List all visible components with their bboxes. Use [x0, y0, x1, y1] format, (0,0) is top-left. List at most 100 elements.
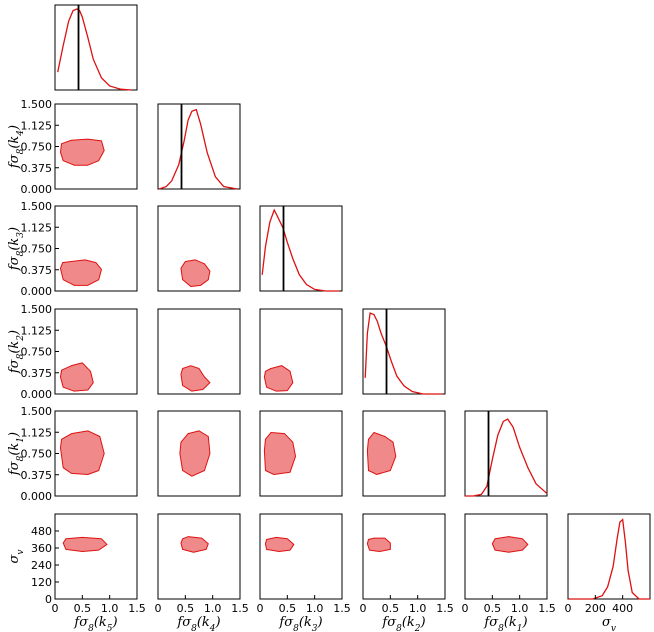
y-tick-label: 0.000 — [21, 388, 53, 401]
panel-frame — [567, 513, 651, 600]
panel-frame — [157, 410, 241, 497]
y-tick-label: 1.125 — [21, 221, 53, 234]
contour-5-0 — [62, 536, 108, 553]
panel-2-0: 0.000 0.375 0.750 1.125 1.500 — [21, 200, 138, 298]
x-tick-label: 1.0 — [204, 602, 222, 615]
y-tick-label: 120 — [31, 576, 52, 589]
panel-1-0: 0.000 0.375 0.750 1.125 1.500 — [21, 98, 138, 196]
x-axis-label-1: fσ8(k4) — [176, 615, 220, 632]
panel-5-5: 0 200 400 — [565, 513, 651, 615]
y-tick-label: 1.500 — [21, 303, 53, 316]
panel-0-0 — [54, 4, 138, 91]
x-tick-label: 0.5 — [74, 602, 92, 615]
x-tick-label: 0 — [257, 602, 264, 615]
panel-5-2: 0 0.5 1.0 1.5 — [257, 513, 351, 615]
x-tick-label: 0 — [360, 602, 367, 615]
panel-frame — [259, 410, 343, 497]
contour-5-2 — [264, 536, 295, 553]
panel-frame — [259, 205, 343, 292]
panel-frame — [259, 308, 343, 395]
y-tick-label: 0.000 — [21, 490, 53, 503]
panel-frame — [362, 410, 446, 497]
y-tick-label: 1.500 — [21, 405, 53, 418]
x-tick-label: 1.0 — [306, 602, 324, 615]
panel-4-1 — [157, 410, 241, 497]
x-tick-label: 1.5 — [538, 602, 556, 615]
contour-3-1 — [180, 365, 211, 392]
y-tick-label: 0.375 — [21, 367, 53, 380]
panel-4-3 — [362, 410, 446, 497]
y-tick-label: 1.500 — [21, 98, 53, 111]
panel-frame — [157, 103, 241, 190]
y-tick-label: 1.125 — [21, 119, 53, 132]
panel-4-0: 0.000 0.375 0.750 1.125 1.500 — [21, 405, 138, 503]
x-axis-label-4: fσ8(k1) — [483, 615, 527, 632]
panel-frame — [464, 513, 548, 600]
panel-2-2 — [259, 205, 343, 292]
x-tick-label: 0 — [52, 602, 59, 615]
x-tick-label: 1.5 — [436, 602, 454, 615]
y-tick-label: 1.500 — [21, 200, 53, 213]
marginal-curve-3 — [364, 312, 443, 395]
contour-4-2 — [263, 432, 297, 475]
panel-4-4 — [464, 410, 548, 497]
y-axis-label-1: fσ8(k4) — [7, 125, 26, 169]
panel-3-0: 0.000 0.375 0.750 1.125 1.500 — [21, 303, 138, 401]
panel-1-1 — [157, 103, 241, 190]
y-tick-label: 1.125 — [21, 426, 53, 439]
y-tick-label: 0.750 — [21, 243, 53, 256]
panel-4-2 — [259, 410, 343, 497]
x-axis-label-5: σv — [602, 615, 616, 632]
marginal-curve-4 — [465, 418, 548, 497]
contour-5-1 — [180, 536, 209, 553]
y-tick-label: 0.375 — [21, 469, 53, 482]
x-tick-label: 1.0 — [409, 602, 427, 615]
x-axis-label-0: fσ8(k5) — [73, 615, 117, 632]
y-tick-label: 480 — [31, 525, 52, 538]
y-tick-label: 0.750 — [21, 346, 53, 359]
x-tick-label: 0.5 — [279, 602, 297, 615]
y-tick-label: 0 — [45, 593, 52, 606]
y-tick-label: 0.000 — [21, 183, 53, 196]
panel-frame — [362, 308, 446, 395]
marginal-curve-0 — [57, 8, 132, 91]
y-axis-label-4: fσ8(k1) — [7, 432, 26, 476]
contour-4-3 — [366, 432, 397, 475]
x-axis-label-2: fσ8(k3) — [278, 615, 322, 632]
y-tick-label: 0.750 — [21, 448, 53, 461]
marginal-curve-2 — [261, 208, 340, 292]
x-tick-label: 0 — [155, 602, 162, 615]
contour-1-0 — [59, 138, 105, 166]
y-axis-label-3: fσ8(k2) — [7, 330, 26, 374]
x-tick-label: 1.5 — [128, 602, 146, 615]
contour-5-4 — [491, 536, 529, 553]
y-tick-label: 0.375 — [21, 162, 53, 175]
panel-5-4: 0 0.5 1.0 1.5 — [462, 513, 556, 615]
panel-5-3: 0 0.5 1.0 1.5 — [360, 513, 454, 615]
y-axis-label-2: fσ8(k3) — [7, 227, 26, 271]
y-axis-label-5: σv — [7, 550, 26, 564]
x-tick-label: 0 — [565, 602, 572, 615]
panel-3-3 — [362, 308, 446, 395]
panel-frame — [157, 513, 241, 600]
x-tick-label: 0.5 — [177, 602, 195, 615]
panel-2-1 — [157, 205, 241, 292]
marginal-curve-1 — [158, 108, 238, 190]
y-tick-label: 1.125 — [21, 324, 53, 337]
panel-3-1 — [157, 308, 241, 395]
x-tick-label: 1.0 — [511, 602, 529, 615]
panel-frame — [362, 513, 446, 600]
x-tick-label: 400 — [612, 602, 633, 615]
contour-2-1 — [180, 259, 211, 287]
panel-frame — [157, 308, 241, 395]
contour-3-0 — [59, 362, 94, 392]
y-tick-label: 360 — [31, 542, 52, 555]
x-axis-label-3: fσ8(k2) — [381, 615, 425, 632]
x-tick-label: 1.0 — [101, 602, 119, 615]
x-tick-label: 1.5 — [231, 602, 249, 615]
panel-frame — [54, 513, 138, 600]
y-tick-label: 0.375 — [21, 264, 53, 277]
marginal-curve-5 — [568, 518, 650, 600]
